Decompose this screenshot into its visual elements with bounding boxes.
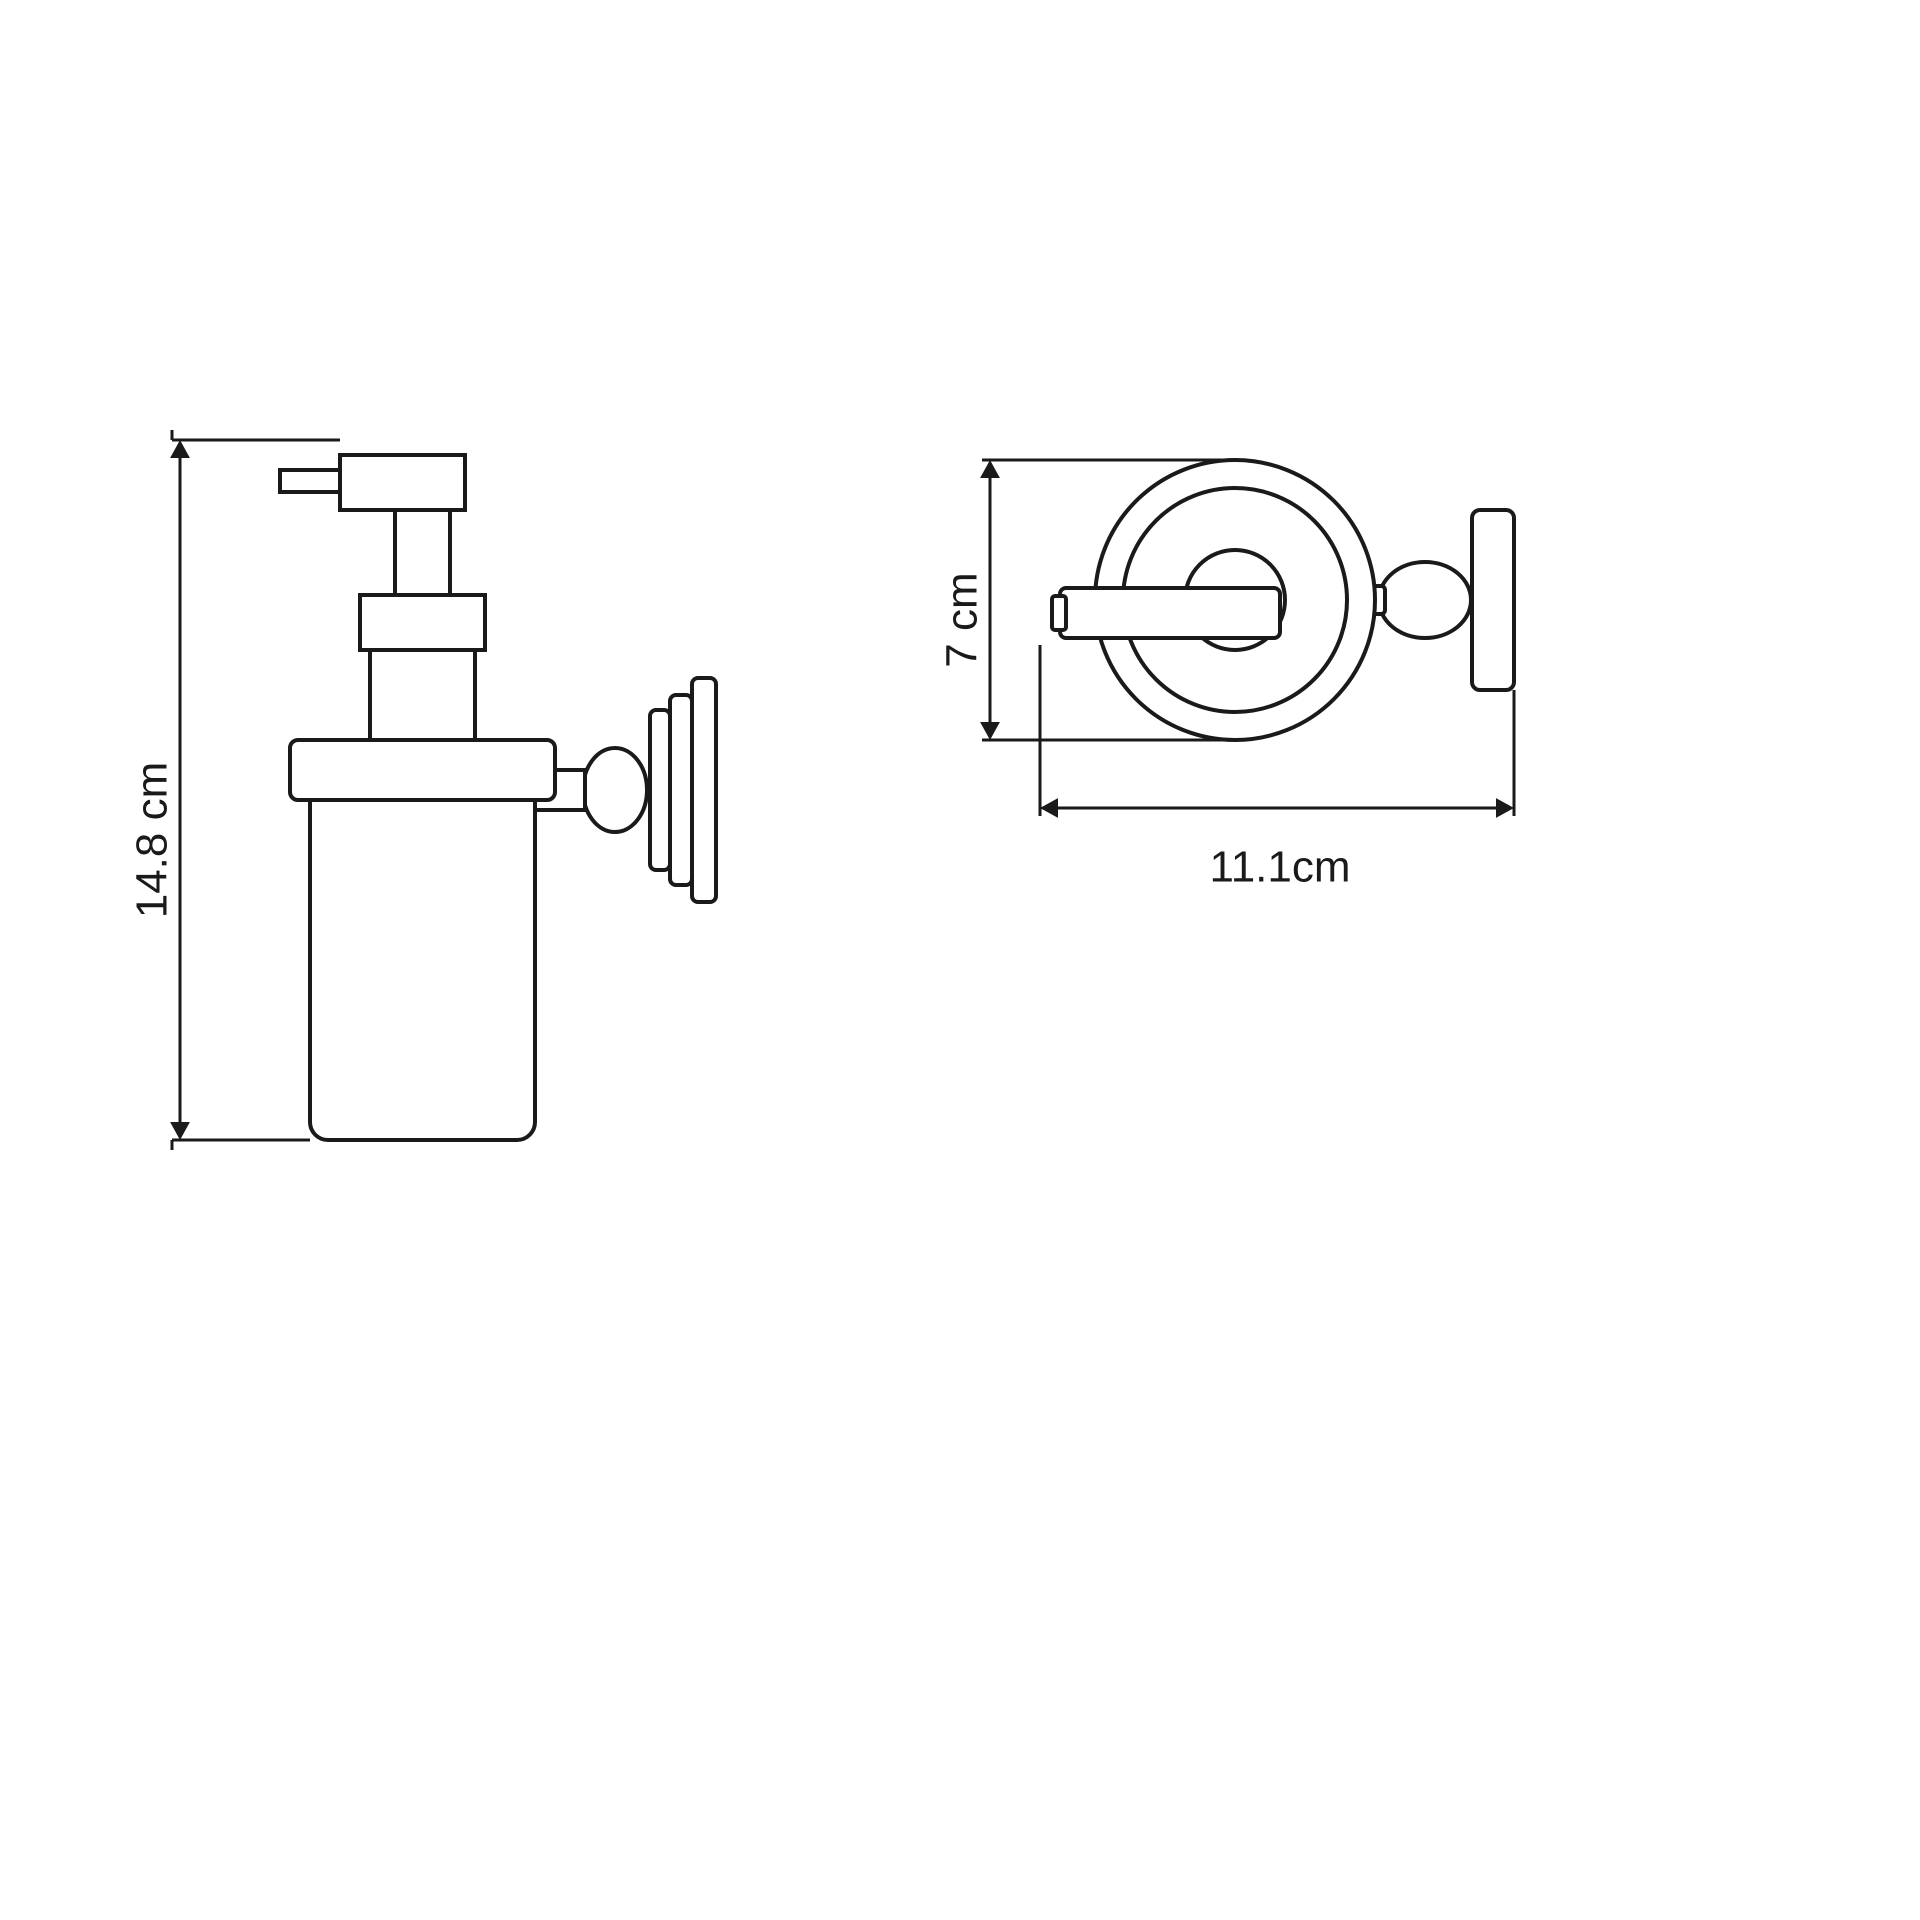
bottle-cap xyxy=(360,595,485,650)
dim-height-label: 14.8 cm xyxy=(128,762,177,919)
finial-top xyxy=(1379,562,1471,638)
pump-spout xyxy=(280,470,340,492)
mount-plate xyxy=(670,695,692,885)
technical-drawing: 14.8 cm 7 cm 11.1cm xyxy=(0,0,1920,1920)
bottle-neck xyxy=(370,645,475,740)
dim-7cm-label: 7 cm xyxy=(938,572,987,667)
dim-depth-label: 11.1cm xyxy=(1209,843,1350,892)
bottle-collar xyxy=(290,740,555,800)
finial-side xyxy=(583,748,647,832)
pump-plunger xyxy=(395,500,450,595)
pump-head xyxy=(340,455,465,510)
wall-plate-top xyxy=(1472,510,1514,690)
mount-plate xyxy=(692,678,716,902)
lever-top xyxy=(1060,588,1280,638)
mount-plate xyxy=(650,710,670,870)
bottle-body xyxy=(310,770,535,1140)
